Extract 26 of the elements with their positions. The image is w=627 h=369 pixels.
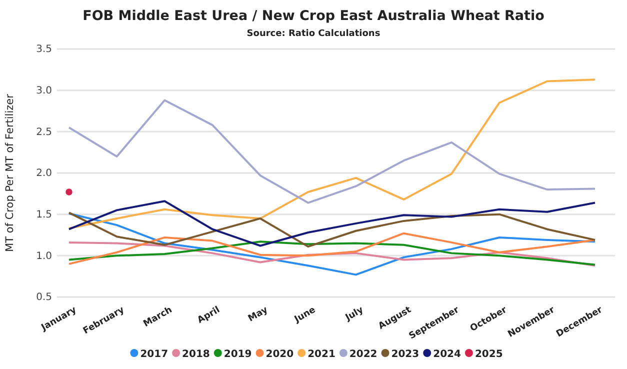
- line-series: [68, 212, 596, 276]
- y-tick-label: 3.0: [36, 86, 52, 97]
- legend-label: 2024: [433, 349, 461, 360]
- chart-subtitle: Source: Ratio Calculations: [246, 29, 380, 39]
- y-tick-label: 3.5: [36, 44, 52, 56]
- y-tick-label: 1.5: [36, 210, 52, 221]
- line-series: [68, 78, 596, 230]
- y-tick-label: 0.5: [36, 292, 52, 304]
- legend-label: 2019: [224, 349, 252, 360]
- x-tick-label: May: [246, 305, 270, 324]
- y-tick-label: 2.0: [36, 168, 52, 180]
- y-tick-label: 2.5: [36, 126, 52, 138]
- line-series: [68, 232, 596, 265]
- legend-label: 2018: [182, 349, 210, 360]
- line-series: [68, 212, 596, 248]
- line-series: [68, 99, 596, 204]
- legend-label: 2020: [266, 349, 294, 360]
- legend-label: 2017: [140, 349, 168, 360]
- legend-label: 2022: [349, 349, 378, 360]
- legend-label: 2025: [474, 349, 503, 360]
- line-series: [68, 200, 596, 247]
- chart-title: FOB Middle East Urea / New Crop East Australia Wheat Ratio: [82, 8, 544, 24]
- y-tick-label: 1.0: [36, 250, 52, 262]
- legend-label: 2023: [391, 349, 420, 360]
- legend-label: 2021: [308, 349, 336, 360]
- y-axis-title: MT of Crop Per MT of Fertilizer: [4, 93, 16, 252]
